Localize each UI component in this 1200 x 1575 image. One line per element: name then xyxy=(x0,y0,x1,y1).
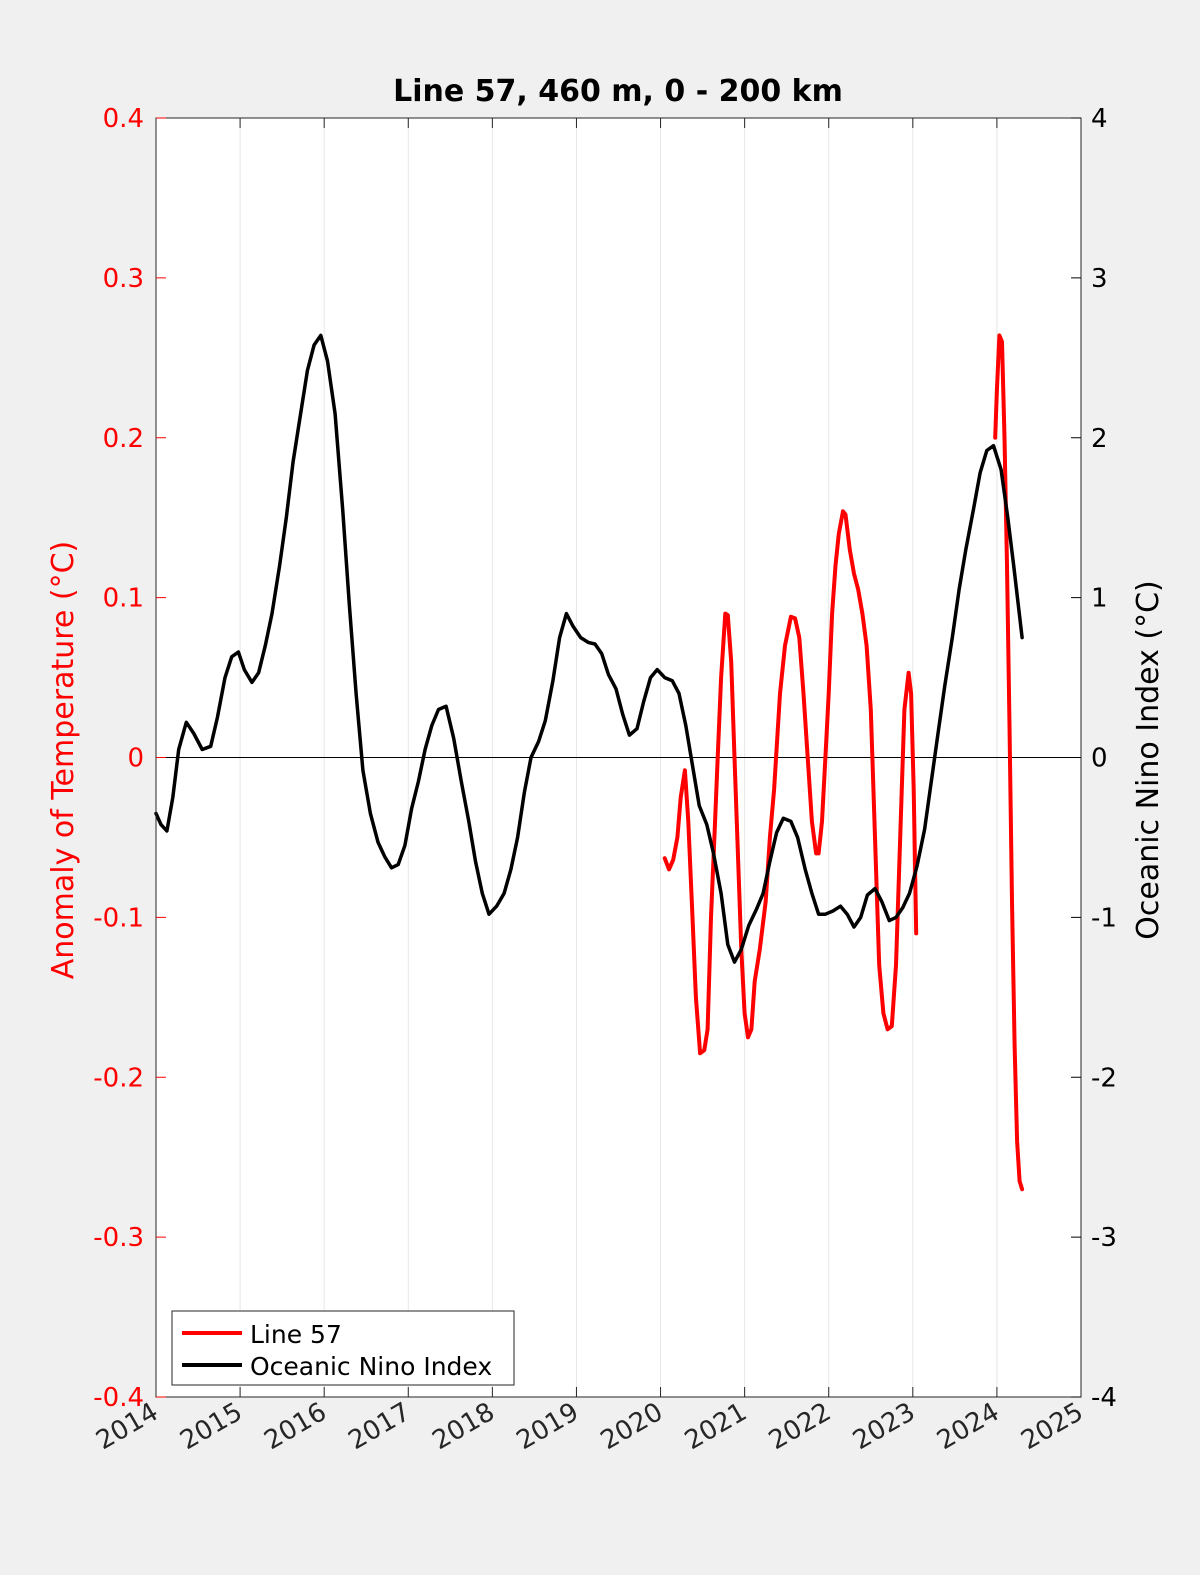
legend: Line 57 Oceanic Nino Index xyxy=(171,1310,515,1386)
y-left-tick-label: 0.3 xyxy=(103,264,144,294)
y-left-tick-label: -0.4 xyxy=(93,1383,144,1413)
y-right-tick-label: -1 xyxy=(1091,903,1117,933)
y-left-tick-label: 0.4 xyxy=(103,104,144,134)
series-line57-segment-0 xyxy=(662,509,919,1056)
series-layer xyxy=(154,333,1025,1192)
right-axis: -4 -3 -2 -1 0 1 2 3 4 xyxy=(1071,104,1117,1413)
y-left-tick-label: -0.3 xyxy=(93,1223,144,1253)
left-axis: -0.4 -0.3 -0.2 -0.1 0 0.1 0.2 0.3 0.4 xyxy=(93,104,166,1413)
series-oni-segment-0 xyxy=(154,333,1024,964)
y-axis-label-left: Anomaly of Temperature (°C) xyxy=(46,541,81,980)
y-right-tick-label: 1 xyxy=(1091,584,1108,614)
y-left-tick-label: 0.2 xyxy=(103,424,144,454)
chart-title: Line 57, 460 m, 0 - 200 km xyxy=(393,74,843,109)
y-right-tick-label: 4 xyxy=(1091,104,1108,134)
legend-box xyxy=(171,1310,515,1386)
y-right-tick-label: -4 xyxy=(1091,1383,1117,1413)
legend-label-oni: Oceanic Nino Index xyxy=(250,1352,492,1381)
y-right-tick-label: -3 xyxy=(1091,1223,1117,1253)
legend-label-line57: Line 57 xyxy=(250,1320,342,1349)
y-right-tick-label: 0 xyxy=(1091,744,1108,774)
y-right-tick-label: -2 xyxy=(1091,1063,1117,1093)
y-left-tick-label: -0.2 xyxy=(93,1063,144,1093)
y-right-tick-label: 3 xyxy=(1091,264,1108,294)
y-right-tick-label: 2 xyxy=(1091,424,1108,454)
y-axis-label-right: Oceanic Nino Index (°C) xyxy=(1131,580,1166,940)
y-left-tick-label: 0.1 xyxy=(103,584,144,614)
series-line57-segment-1 xyxy=(993,333,1025,1192)
y-left-tick-label: 0 xyxy=(127,744,144,774)
y-left-tick-label: -0.1 xyxy=(93,903,144,933)
